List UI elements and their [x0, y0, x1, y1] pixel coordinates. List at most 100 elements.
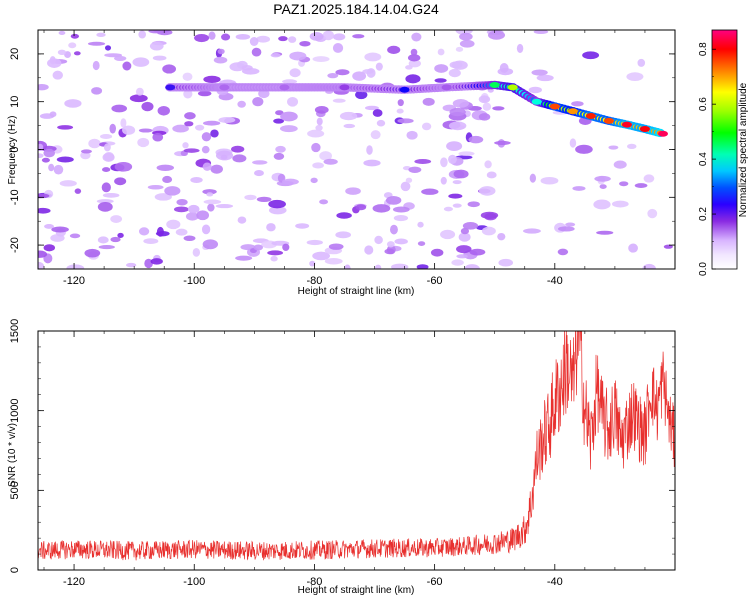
snr-y-label: SNR (10 * v/v): [7, 423, 18, 487]
spectrogram-noise-blob: [176, 198, 188, 206]
spectrogram-noise-blob: [49, 111, 57, 118]
spectrogram-noise-blob: [96, 199, 114, 204]
colorbar-gradient: [711, 29, 738, 270]
spectrogram-noise-blob: [389, 224, 398, 235]
spectrogram-noise-blob: [270, 53, 281, 58]
spectrogram-noise-blob: [38, 261, 45, 269]
spectrogram-noise-blob: [102, 192, 120, 198]
spectrogram-noise-blob: [328, 243, 344, 250]
spectrogram-noise-blob: [268, 206, 287, 215]
spectrogram-noise-blob: [273, 118, 285, 124]
spectrogram-noise-blob: [251, 47, 262, 57]
spectrogram-noise-blob: [202, 189, 217, 195]
spectrogram-noise-blob: [110, 215, 123, 223]
spectrogram-noise-blob: [416, 264, 429, 269]
spectrogram-noise-blob: [213, 56, 228, 64]
spectrogram-noise-blob: [80, 151, 91, 160]
spectrogram-noise-blob: [154, 193, 172, 201]
colorbar-tick-label: 0.2: [698, 207, 709, 221]
spectrogram-ytick-label: 20: [9, 48, 21, 60]
spectrogram-noise-blob: [324, 258, 343, 265]
spectrogram-noise-blob: [455, 46, 464, 52]
spectrogram-noise-blob: [397, 99, 404, 107]
spectrogram-noise-blob: [44, 224, 55, 229]
spectrogram-noise-blob: [411, 32, 422, 42]
spectrogram-track-peak: [603, 117, 614, 124]
spectrogram-noise-blob: [203, 120, 221, 126]
spectrogram-noise-blob: [215, 150, 234, 161]
spectrogram-noise-blob: [38, 143, 44, 151]
spectrogram-noise-blob: [464, 264, 480, 269]
spectrogram-noise-blob: [406, 130, 418, 140]
spectrogram-noise-blob: [390, 263, 409, 269]
snr-series-line: [38, 331, 675, 561]
spectrogram-noise-blob: [540, 176, 559, 185]
snr-panel: -120 -100 -80 -60 -40 0 500 1000 1500 Height of…: [7, 319, 676, 596]
spectrogram-noise-blob: [201, 145, 210, 154]
spectrogram-noise-blob: [405, 65, 413, 70]
spectrogram-noise-blob: [58, 30, 66, 35]
spectrogram-noise-blob: [370, 130, 381, 140]
spectrogram-noise-blob: [57, 125, 74, 130]
spectrogram-noise-blob: [183, 89, 193, 99]
spectrogram-noise-blob: [484, 160, 492, 169]
spectrogram-noise-blob: [182, 72, 193, 81]
spectrogram-noise: [38, 30, 673, 269]
spectrogram-noise-blob: [345, 187, 361, 195]
spectrogram-noise-blob: [156, 164, 174, 171]
spectrogram-noise-blob: [459, 39, 475, 48]
colorbar-label: Normalized spectral amplitude: [738, 82, 749, 217]
spectrogram-noise-blob: [73, 51, 81, 56]
spectrogram-noise-blob: [571, 101, 584, 107]
snr-x-axis: -120 -100 -80 -60 -40: [43, 331, 646, 588]
spectrogram-noise-blob: [374, 264, 382, 269]
spectrogram-noise-blob: [201, 224, 211, 235]
spectrogram-noise-blob: [628, 243, 638, 253]
spectrogram-noise-blob: [187, 204, 200, 214]
spectrogram-noise-blob: [384, 248, 395, 255]
spectrogram-noise-blob: [647, 208, 658, 219]
spectrogram-noise-blob: [385, 196, 402, 205]
colorbar-tick-label: 0.6: [698, 97, 709, 111]
spectrogram-noise-blob: [407, 54, 421, 62]
spectrogram-noise-blob: [443, 206, 454, 212]
spectrogram-noise-blob: [252, 160, 268, 165]
spectrogram-noise-blob: [492, 106, 505, 111]
spectrogram-noise-blob: [237, 100, 246, 108]
spectrogram-noise-blob: [643, 174, 655, 183]
snr-ytick-label: 0: [9, 567, 21, 573]
spectrogram-noise-blob: [599, 184, 607, 189]
spectrogram-noise-blob: [102, 152, 115, 162]
spectrogram-noise-blob: [217, 48, 225, 55]
spectrogram-noise-blob: [100, 133, 113, 139]
spectrogram-noise-blob: [499, 63, 509, 73]
spectrogram-noise-blob: [138, 30, 147, 39]
spectrogram-noise-blob: [364, 245, 374, 255]
spectrogram-noise-blob: [282, 178, 299, 185]
spectrogram-noise-blob: [38, 207, 51, 214]
spectrogram-noise-blob: [332, 43, 344, 53]
spectrogram-noise-blob: [392, 206, 410, 213]
spectrogram-noise-blob: [451, 259, 464, 266]
spectrogram-noise-blob: [295, 223, 310, 229]
spectrogram-noise-blob: [280, 111, 298, 122]
spectrogram-noise-blob: [282, 243, 290, 252]
spectrogram-noise-blob: [232, 154, 247, 163]
spectrogram-noise-blob: [270, 255, 278, 262]
spectrogram-y-axis: -20 -10 0 10 20: [9, 29, 675, 270]
spectrogram-noise-blob: [557, 248, 569, 256]
spectrogram-noise-blob: [596, 230, 614, 235]
spectrogram-noise-blob: [365, 105, 379, 111]
spectrogram-noise-blob: [372, 204, 391, 213]
spectrogram-noise-blob: [104, 45, 112, 51]
spectrogram-noise-blob: [486, 171, 497, 179]
spectrogram-noise-blob: [422, 97, 435, 106]
spectrogram-noise-blob: [467, 201, 480, 208]
spectrogram-noise-blob: [53, 164, 64, 175]
spectrogram-noise-blob: [355, 90, 368, 100]
spectrogram-noise-blob: [569, 138, 577, 148]
spectrogram-noise-blob: [84, 248, 101, 258]
spectrogram-noise-blob: [536, 74, 554, 82]
spectrogram-noise-blob: [452, 180, 462, 185]
spectrogram-noise-blob: [449, 61, 463, 69]
